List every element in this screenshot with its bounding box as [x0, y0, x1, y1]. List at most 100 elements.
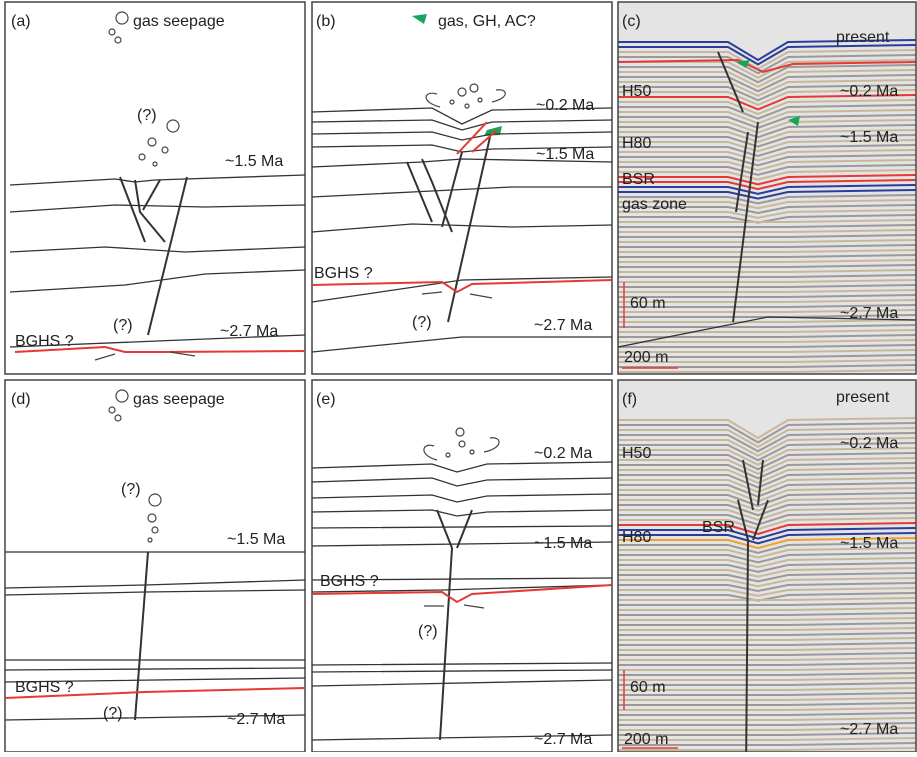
age-label: ~0.2 Ma: [536, 97, 594, 114]
age-label: ~0.2 Ma: [534, 445, 592, 462]
seismic-reflector: [618, 224, 917, 228]
age-label: ~2.7 Ma: [220, 323, 278, 340]
panel-label: (f): [622, 391, 637, 408]
scale-label: 60 m: [630, 295, 666, 312]
seismic-reflector: [618, 69, 917, 88]
panel-label: (d): [11, 391, 31, 408]
scale-label: 200 m: [624, 349, 668, 366]
seismic-reflector: [618, 742, 917, 746]
annotation: BGHS ?: [314, 265, 373, 282]
seismic-reflector: [618, 657, 917, 661]
annotation: BGHS ?: [15, 679, 74, 696]
seismic-reflector: [618, 239, 917, 243]
age-label: ~1.5 Ma: [840, 129, 898, 146]
age-label: ~1.5 Ma: [225, 153, 283, 170]
seismic-reflector: [618, 502, 917, 517]
age-label: ~2.7 Ma: [840, 305, 898, 322]
seismic-reflector: [618, 642, 917, 646]
seismic-reflector: [618, 134, 917, 148]
annotation: gas zone: [622, 196, 687, 213]
seismic-reflector: [618, 447, 917, 466]
seismic-reflector: [618, 39, 917, 62]
seismic-reflector: [618, 507, 917, 521]
scale-label: 200 m: [624, 731, 668, 748]
seismic-reflector: [618, 349, 917, 353]
seismic-reflector: [618, 344, 917, 348]
annotation: gas seepage: [133, 13, 225, 30]
seismic-reflector: [618, 727, 917, 731]
age-label: ~2.7 Ma: [227, 711, 285, 728]
seismic-reflector: [618, 179, 917, 191]
seismic-reflector: [618, 542, 917, 554]
annotation: (?): [113, 317, 133, 334]
seismic-reflector: [618, 577, 917, 588]
seismic-reflector: [618, 677, 917, 681]
seismic-reflector: [618, 119, 917, 134]
seismic-reflector: [618, 617, 917, 621]
annotation: BGHS ?: [320, 573, 379, 590]
seismic-reflector: [618, 607, 917, 611]
seismic-reflector: [618, 244, 917, 248]
seismic-reflector: [618, 682, 917, 686]
seismic-reflector: [618, 472, 917, 489]
seismic-reflector: [618, 284, 917, 288]
seismic-reflector: [618, 587, 917, 597]
seismic-reflector: [618, 637, 917, 641]
scale-label: 60 m: [630, 679, 666, 696]
panel-f: (f) present H50 ~0.2 Ma BSR H80 ~1.5 Ma …: [617, 379, 917, 757]
age-label: ~1.5 Ma: [536, 146, 594, 163]
seismic-reflector: [618, 264, 917, 268]
seismic-reflector: [618, 154, 917, 167]
annotation: gas seepage: [133, 391, 225, 408]
seismic-reflector: [618, 557, 917, 569]
seismic-reflector: [618, 249, 917, 253]
age-label: ~2.7 Ma: [534, 317, 592, 334]
panel-label: (e): [316, 391, 336, 408]
seismic-reflector: [618, 647, 917, 651]
seismic-reflector: [618, 364, 917, 368]
seismic-reflector: [618, 184, 917, 195]
seismic-reflector: [618, 492, 917, 507]
seismic-reflector: [618, 422, 917, 444]
horizon-label: H50: [622, 83, 651, 100]
seismic-reflector: [618, 722, 917, 726]
seismic-reflector: [618, 189, 917, 200]
annotation: BSR: [702, 519, 735, 536]
seismic-reflector: [618, 622, 917, 626]
seismic-reflector: [618, 94, 917, 111]
seismic-reflector: [618, 747, 917, 751]
seismic-reflector: [618, 304, 917, 308]
seismic-reflector: [618, 612, 917, 616]
seismic-reflector: [618, 159, 917, 172]
seismic-reflector: [618, 457, 917, 475]
age-label: ~2.7 Ma: [534, 731, 592, 748]
panel-d: (d) gas seepage (?) ~1.5 Ma BGHS ? (?) ~…: [4, 379, 306, 753]
seismic-reflector: [618, 662, 917, 666]
seismic-reflector: [618, 294, 917, 298]
seismic-reflector: [618, 309, 917, 313]
seismic-reflector: [618, 582, 917, 593]
seismic-reflector: [618, 164, 917, 176]
seismic-reflector: [618, 632, 917, 636]
seismic-reflector: [618, 274, 917, 278]
seismic-reflector: [618, 702, 917, 706]
seismic-reflector: [618, 672, 917, 676]
seismic-reflector: [618, 74, 917, 93]
age-label: ~2.7 Ma: [840, 721, 898, 738]
seismic-reflector: [618, 369, 917, 373]
panel-a: (a) gas seepage (?) ~1.5 Ma (?) ~2.7 Ma …: [4, 1, 306, 375]
seismic-reflector: [618, 229, 917, 233]
seismic-reflector: [618, 169, 917, 181]
seismic-reflector: [618, 269, 917, 273]
seismic-reflector: [618, 707, 917, 711]
seismic-reflector: [618, 692, 917, 696]
annotation: present: [836, 29, 890, 46]
seismic-reflector: [618, 627, 917, 631]
seismic-reflector: [618, 354, 917, 358]
seismic-reflector: [618, 209, 917, 219]
seismic-reflector: [618, 84, 917, 102]
seismic-reflector: [618, 129, 917, 143]
seismic-reflector: [618, 99, 917, 116]
seismic-reflector: [618, 717, 917, 721]
